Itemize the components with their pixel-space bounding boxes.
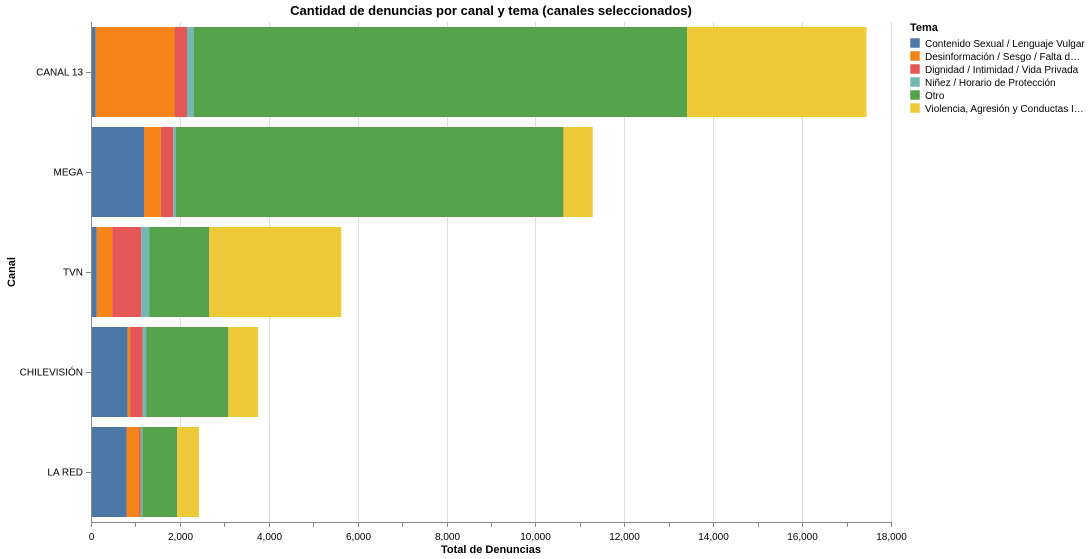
- x-tick-label: 10,000: [520, 532, 551, 543]
- x-tick-label: 16,000: [787, 532, 818, 543]
- bar-segment: [91, 127, 145, 217]
- bar-segment: [173, 127, 176, 217]
- chart-title: Cantidad de denuncias por canal y tema (…: [290, 3, 692, 18]
- bar-segment: [127, 327, 131, 417]
- bar-segment: [177, 427, 199, 517]
- legend-label: Contenido Sexual / Lenguaje Vulgar: [925, 39, 1085, 50]
- bar-segment: [141, 227, 150, 317]
- x-tick-label: 12,000: [609, 532, 640, 543]
- legend-swatch: [909, 37, 921, 49]
- x-tick-label: 4,000: [257, 532, 282, 543]
- bar-segment: [187, 27, 194, 117]
- x-axis-title: Total de Denuncias: [441, 544, 541, 556]
- bar-segment: [91, 327, 128, 417]
- y-tick-label: LA RED: [47, 468, 83, 479]
- bar-segment: [193, 27, 687, 117]
- bar-segment: [142, 427, 178, 517]
- bar-segment: [139, 427, 141, 517]
- legend-label: Dignidad / Intimidad / Vida Privada: [925, 65, 1079, 76]
- bar-segment: [228, 327, 259, 417]
- bar-segment: [126, 427, 139, 517]
- bar-segment: [149, 227, 210, 317]
- bar-segment: [140, 427, 143, 517]
- legend-title: Tema: [910, 22, 939, 34]
- y-tick-label: CANAL 13: [36, 68, 83, 79]
- legend-swatch: [909, 89, 921, 101]
- axes: 0 2,000 4,000 6,000 8,000 10,000 12,000 14,000 1…: [20, 22, 907, 543]
- legend-swatch: [909, 50, 921, 62]
- y-axis-title: Canal: [6, 257, 18, 287]
- bar-segment: [175, 127, 564, 217]
- bar-segment: [142, 327, 147, 417]
- x-tick-label: 0: [89, 532, 95, 543]
- bar-segment: [96, 227, 113, 317]
- bar-segment: [112, 227, 142, 317]
- legend: Tema Contenido Sexual / Lenguaje Vulgar D…: [909, 22, 1085, 115]
- bar-segment: [160, 127, 174, 217]
- bar-segment: [130, 327, 143, 417]
- bar-segment: [209, 227, 342, 317]
- x-tick-label: 8,000: [435, 532, 460, 543]
- legend-swatch: [909, 102, 921, 114]
- x-tick-label: 18,000: [876, 532, 907, 543]
- legend-label: Niñez / Horario de Protección: [925, 78, 1056, 89]
- bar-segment: [174, 27, 187, 117]
- y-tick-label: TVN: [63, 268, 83, 279]
- bar-segment: [144, 127, 161, 217]
- bars: [91, 27, 867, 517]
- legend-label: Violencia, Agresión y Conductas I…: [925, 104, 1084, 115]
- x-tick-label: 2,000: [168, 532, 193, 543]
- bar-segment: [687, 27, 867, 117]
- bar-segment: [91, 427, 127, 517]
- legend-label: Desinformación / Sesgo / Falta d…: [925, 52, 1080, 63]
- x-tick-label: 6,000: [346, 532, 371, 543]
- legend-swatch: [909, 63, 921, 75]
- legend-swatch: [909, 76, 921, 88]
- bar-segment: [91, 227, 97, 317]
- legend-label: Otro: [925, 91, 945, 102]
- bar-segment: [95, 27, 175, 117]
- y-tick-label: CHILEVISIÓN: [20, 366, 83, 379]
- bar-segment: [146, 327, 229, 417]
- bar-segment: [91, 27, 96, 117]
- bar-segment: [563, 127, 593, 217]
- x-tick-label: 14,000: [698, 532, 729, 543]
- y-tick-label: MEGA: [54, 168, 84, 179]
